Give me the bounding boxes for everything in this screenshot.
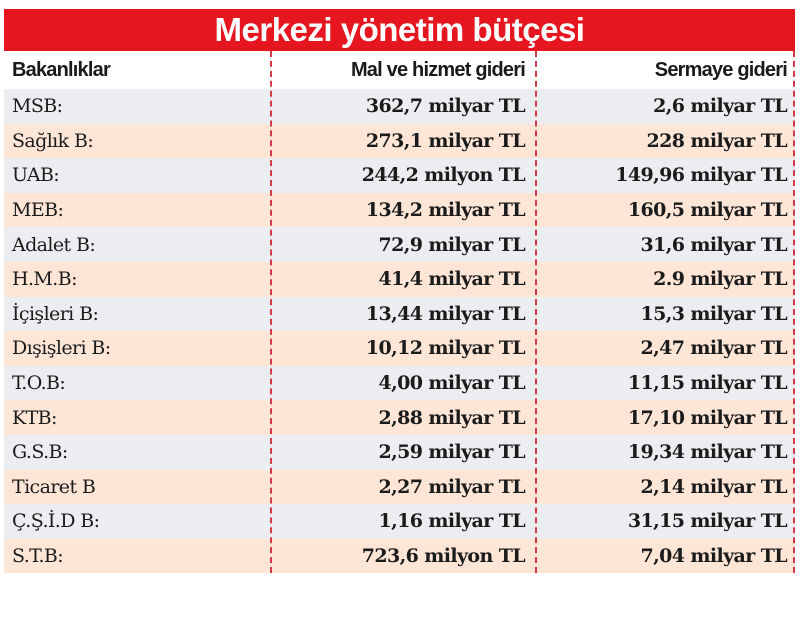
goods-services-cell: 2,27 milyar TL — [378, 475, 525, 498]
goods-services-cell: 273,1 milyar TL — [365, 129, 526, 152]
ministry-cell: Adalet B: — [12, 233, 96, 256]
column-divider — [270, 51, 272, 574]
capital-cell: 19,34 milyar TL — [627, 441, 788, 464]
capital-cell: 160,5 milyar TL — [627, 199, 788, 222]
ministry-cell: İçişleri B: — [12, 302, 99, 325]
capital-cell: 7,04 milyar TL — [640, 545, 787, 568]
budget-infographic: Merkezi yönetim bütçesi Bakanlıklar Mal … — [4, 9, 795, 574]
ministry-cell: Ticaret B — [12, 475, 96, 498]
goods-services-cell: 2,59 milyar TL — [378, 441, 525, 464]
goods-services-cell: 244,2 milyon TL — [361, 164, 526, 187]
table-row: Sağlık B: 273,1 milyar TL 228 milyar TL — [4, 123, 795, 159]
goods-services-cell: 134,2 milyar TL — [365, 199, 526, 222]
goods-services-cell: 1,16 milyar TL — [378, 510, 525, 533]
table-header-row: Bakanlıklar Mal ve hizmet gideri Sermaye… — [4, 51, 795, 89]
capital-cell: 228 milyar TL — [646, 129, 788, 152]
goods-services-cell: 362,7 milyar TL — [365, 95, 526, 118]
goods-services-cell: 2,88 milyar TL — [378, 406, 525, 429]
table-row: Adalet B: 72,9 milyar TL 31,6 milyar TL — [4, 227, 795, 262]
header-goods-services: Mal ve hizmet gideri — [350, 58, 526, 81]
table-row: T.O.B: 4,00 milyar TL 11,15 milyar TL — [4, 365, 795, 401]
header-capital: Sermaye gideri — [654, 58, 788, 81]
table-row: MSB: 362,7 milyar TL 2,6 milyar TL — [4, 89, 795, 124]
capital-cell: 2,14 milyar TL — [640, 475, 787, 498]
ministry-cell: KTB: — [12, 406, 57, 429]
ministry-cell: S.T.B: — [12, 545, 64, 568]
budget-table: Bakanlıklar Mal ve hizmet gideri Sermaye… — [4, 51, 795, 574]
goods-services-cell: 41,4 milyar TL — [378, 268, 525, 291]
table-row: İçişleri B: 13,44 milyar TL 15,3 milyar … — [4, 296, 795, 332]
capital-cell: 31,6 milyar TL — [640, 233, 787, 256]
capital-cell: 2,47 milyar TL — [640, 337, 787, 360]
ministry-cell: UAB: — [12, 164, 60, 187]
goods-services-cell: 13,44 milyar TL — [365, 302, 526, 325]
ministry-cell: Dışişleri B: — [12, 337, 111, 360]
table-row: Ç.Ş.İ.D B: 1,16 milyar TL 31,15 milyar T… — [4, 504, 795, 539]
table-row: UAB: 244,2 milyon TL 149,96 milyar TL — [4, 158, 795, 193]
goods-services-cell: 72,9 milyar TL — [378, 233, 525, 256]
column-divider — [535, 51, 537, 574]
ministry-cell: MEB: — [12, 199, 64, 222]
table-row: Ticaret B 2,27 milyar TL 2,14 milyar TL — [4, 469, 795, 505]
table-row: G.S.B: 2,59 milyar TL 19,34 milyar TL — [4, 434, 795, 470]
capital-cell: 31,15 milyar TL — [627, 510, 788, 533]
ministry-cell: Ç.Ş.İ.D B: — [12, 510, 100, 533]
ministry-cell: H.M.B: — [12, 268, 77, 291]
table-title: Merkezi yönetim bütçesi — [4, 9, 795, 51]
capital-cell: 149,96 milyar TL — [615, 164, 787, 187]
capital-cell: 17,10 milyar TL — [627, 406, 788, 429]
goods-services-cell: 4,00 milyar TL — [378, 372, 525, 395]
capital-cell: 2.9 milyar TL — [653, 268, 787, 291]
capital-cell: 11,15 milyar TL — [627, 372, 788, 395]
table-row: Dışişleri B: 10,12 milyar TL 2,47 milyar… — [4, 331, 795, 366]
table-row: KTB: 2,88 milyar TL 17,10 milyar TL — [4, 400, 795, 435]
table-row: S.T.B: 723,6 milyon TL 7,04 milyar TL — [4, 538, 795, 574]
goods-services-cell: 723,6 milyon TL — [361, 545, 526, 568]
header-ministries: Bakanlıklar — [12, 58, 111, 81]
capital-cell: 2,6 milyar TL — [653, 95, 787, 118]
column-divider — [793, 51, 795, 574]
ministry-cell: Sağlık B: — [12, 129, 94, 152]
ministry-cell: T.O.B: — [12, 372, 66, 395]
capital-cell: 15,3 milyar TL — [640, 302, 787, 325]
goods-services-cell: 10,12 milyar TL — [365, 337, 526, 360]
table-row: MEB: 134,2 milyar TL 160,5 milyar TL — [4, 192, 795, 228]
ministry-cell: G.S.B: — [12, 441, 68, 464]
ministry-cell: MSB: — [12, 95, 63, 118]
table-row: H.M.B: 41,4 milyar TL 2.9 milyar TL — [4, 261, 795, 297]
